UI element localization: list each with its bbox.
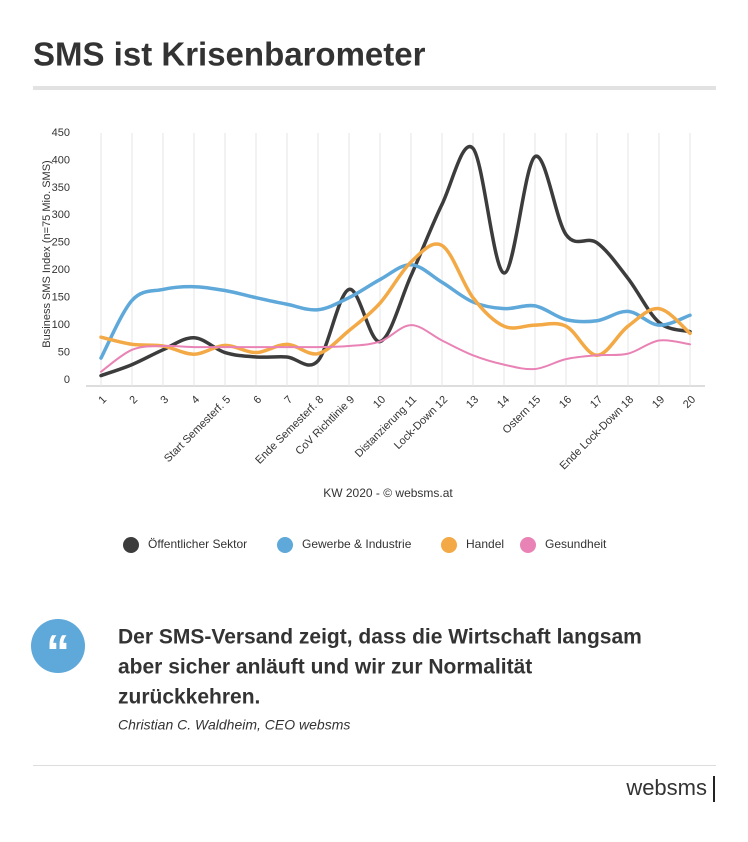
y-tick-label: 300	[52, 209, 70, 221]
series-line	[100, 324, 691, 373]
x-tick-label: 20	[681, 394, 698, 411]
x-tick-label: 4	[189, 394, 202, 407]
y-tick-label: 450	[52, 127, 70, 139]
y-tick-label: 350	[52, 182, 70, 194]
legend-label: Gesundheit	[545, 537, 607, 551]
x-tick-label: 3	[158, 394, 171, 407]
quote-line: Der SMS-Versand zeigt, dass die Wirtscha…	[118, 626, 642, 649]
y-tick-label: 150	[52, 292, 70, 304]
brand: websms	[625, 775, 707, 800]
x-tick-label: 7	[282, 394, 295, 407]
x-tick-label: 14	[495, 394, 512, 411]
legend-swatch	[520, 537, 536, 553]
series-line	[99, 144, 692, 378]
x-tick-label: CoV Richtlinie 9	[293, 394, 357, 458]
x-tick-label: 13	[464, 394, 481, 411]
footer-rule	[33, 765, 716, 766]
legend-label: Öffentlicher Sektor	[148, 537, 247, 551]
legend-swatch	[277, 537, 293, 553]
x-tick-label: 10	[371, 394, 388, 411]
y-tick-label: 0	[64, 374, 70, 386]
x-tick-label: 2	[127, 394, 140, 407]
y-tick-label: 200	[52, 264, 70, 276]
x-tick-label: 1	[96, 394, 109, 407]
quote-icon-bg	[31, 619, 85, 673]
chart-title: SMS ist Krisenbarometer	[33, 36, 426, 73]
title-rule	[33, 86, 716, 90]
series-line	[99, 262, 692, 360]
legend-swatch	[123, 537, 139, 553]
x-tick-label: 17	[588, 394, 605, 411]
x-tick-label: 16	[557, 394, 574, 411]
y-axis-title: Business SMS Index (n=75 Mio. SMS)	[41, 160, 53, 347]
y-tick-label: 50	[58, 346, 70, 358]
legend-swatch	[441, 537, 457, 553]
legend-label: Handel	[466, 537, 504, 551]
quote-author: Christian C. Waldheim, CEO websms	[118, 717, 350, 733]
y-tick-label: 100	[52, 319, 70, 331]
y-tick-label: 400	[52, 154, 70, 166]
quote-icon: “	[46, 627, 70, 680]
legend-label: Gewerbe & Industrie	[302, 537, 412, 551]
x-tick-label: 6	[251, 394, 264, 407]
quote-line: zurückkehren.	[118, 686, 260, 709]
quote-line: aber sicher anläuft und wir zur Normalit…	[118, 656, 532, 679]
x-tick-label: 19	[650, 394, 667, 411]
brand-cursor	[713, 776, 715, 802]
x-axis-title: KW 2020 - © websms.at	[323, 486, 453, 500]
y-tick-label: 250	[52, 237, 70, 249]
